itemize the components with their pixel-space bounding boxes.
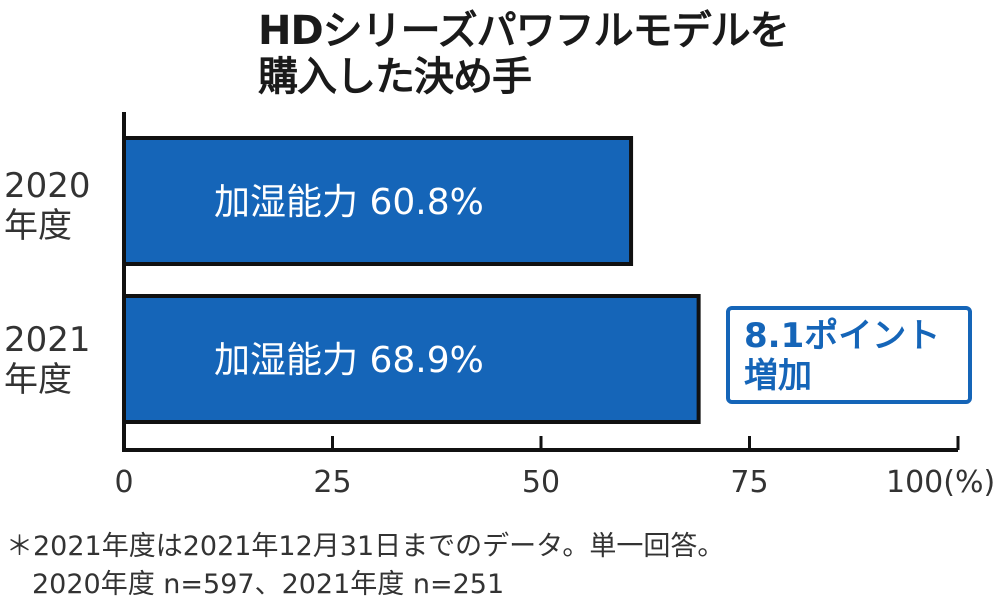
x-tick-label-3: 75 [730, 465, 768, 500]
x-tick-label-4: 100(%) [886, 465, 995, 500]
x-tick-label-2: 50 [522, 465, 560, 500]
callout-line-1: 8.1ポイント [744, 316, 941, 356]
footnote-line-2: 2020年度 n=597、2021年度 n=251 [32, 569, 505, 600]
bar-label-1: 加湿能力 68.9% [214, 340, 484, 381]
y-label-2020: 2020 年度 [4, 166, 91, 246]
y-label-2020-year: 2020 [4, 166, 91, 206]
callout-line-2: 増加 [744, 356, 812, 396]
y-label-2020-suffix: 年度 [4, 206, 72, 246]
x-tick-label-1: 25 [313, 465, 351, 500]
title-line-1: HDシリーズパワフルモデルを [258, 8, 790, 54]
bar-1 [122, 294, 701, 424]
increase-callout: 8.1ポイント 増加 [726, 306, 972, 404]
x-tick-label-0: 0 [114, 465, 133, 500]
title-line-2: 購入した決め手 [258, 54, 532, 100]
footnote-line-1: ＊2021年度は2021年12月31日までのデータ。単一回答。 [6, 531, 725, 562]
footnote: ＊2021年度は2021年12月31日までのデータ。単一回答。 2020年度 n… [6, 528, 724, 604]
chart-title: HDシリーズパワフルモデルを 購入した決め手 [258, 8, 790, 100]
y-label-2021-year: 2021 [4, 320, 91, 360]
bar-label-0: 加湿能力 60.8% [214, 182, 484, 223]
y-label-2021: 2021 年度 [4, 320, 91, 400]
y-label-2021-suffix: 年度 [4, 360, 72, 400]
bar-0 [122, 136, 634, 266]
